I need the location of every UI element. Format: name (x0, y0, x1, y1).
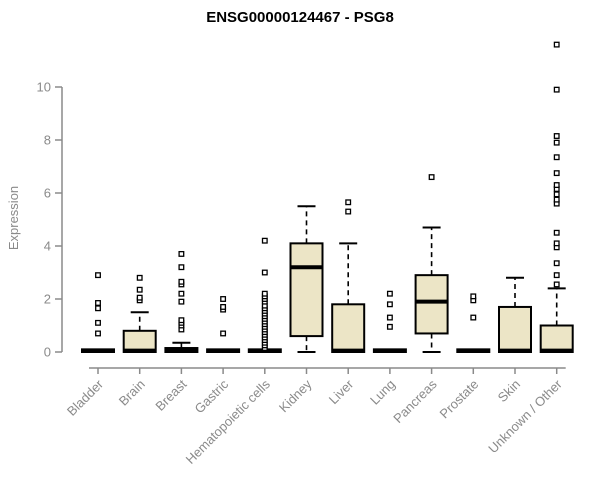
x-category-label: Brain (116, 377, 148, 409)
outlier-point (386, 301, 393, 308)
x-category-label: Lung (367, 377, 398, 408)
outlier-point (95, 272, 101, 279)
outlier-point (386, 314, 393, 321)
outlier-point (220, 330, 227, 337)
y-tick-label: 6 (44, 186, 51, 201)
outlier-point (178, 278, 185, 285)
outlier-point (553, 170, 560, 177)
outlier-point (220, 296, 227, 302)
outlier-point (553, 260, 560, 267)
y-tick-label: 8 (44, 133, 51, 148)
y-axis-title: Expression (6, 186, 21, 250)
outlier-point (386, 290, 393, 297)
outlier-point (95, 300, 101, 306)
boxplot-bladder (81, 272, 115, 354)
x-category-label: Bladder (64, 376, 107, 419)
box-iqr (289, 242, 324, 338)
x-category-label: Prostate (437, 377, 482, 422)
box-iqr (498, 305, 532, 354)
boxplot-breast (164, 250, 199, 353)
box-iqr (331, 303, 366, 353)
outlier-point (95, 319, 101, 326)
y-tick-label: 4 (44, 239, 51, 254)
outlier-point (261, 237, 268, 244)
outlier-point (553, 196, 560, 203)
x-category-label: Breast (152, 376, 189, 413)
boxplot-gastric (206, 296, 241, 354)
outlier-point (553, 182, 560, 188)
outlier-point (553, 281, 560, 288)
boxplot-brain (122, 274, 157, 353)
outlier-point (178, 298, 185, 305)
x-category-label: Unknown / Other (485, 376, 565, 456)
outlier-point (345, 208, 352, 215)
chart-title: ENSG00000124467 - PSG8 (206, 9, 394, 26)
outlier-point (470, 314, 477, 321)
x-category-label: Kidney (276, 376, 315, 415)
boxplot-skin (498, 276, 532, 354)
y-tick-label: 2 (44, 292, 51, 307)
boxplot-kidney (289, 205, 324, 353)
outlier-point (553, 229, 560, 236)
outlier-point (553, 154, 560, 161)
x-category-label: Liver (326, 376, 357, 407)
outlier-point (345, 199, 352, 206)
box-iqr (539, 324, 574, 353)
outlier-point (553, 240, 560, 247)
outlier-point (178, 264, 185, 271)
outlier-point (553, 272, 560, 279)
outlier-point (470, 293, 477, 300)
outlier-point (261, 290, 268, 297)
outlier-point (553, 191, 560, 198)
outlier-point (220, 303, 227, 310)
outlier-point (428, 174, 435, 181)
x-category-label: Skin (495, 377, 523, 405)
outlier-point (178, 250, 185, 257)
boxplot-unknown-other (539, 41, 574, 353)
outlier-point (553, 139, 560, 146)
outlier-point (178, 317, 185, 324)
outlier-point (553, 41, 560, 48)
outlier-point (95, 330, 101, 337)
outlier-point (136, 286, 143, 293)
outlier-point (95, 305, 101, 312)
outlier-point (261, 269, 268, 276)
outlier-point (136, 274, 143, 281)
outlier-point (553, 133, 560, 139)
x-category-label: Gastric (192, 376, 232, 416)
outlier-point (553, 86, 560, 93)
y-tick-label: 10 (37, 80, 51, 95)
boxplot-lung (372, 290, 407, 354)
boxplot-hematopoietic-cells (247, 237, 282, 354)
outlier-point (386, 323, 393, 330)
boxplot-pancreas (414, 174, 449, 353)
boxplot-prostate (456, 293, 491, 354)
box-iqr (414, 274, 449, 335)
boxplot-liver (331, 199, 366, 353)
y-tick-label: 0 (44, 345, 51, 360)
outlier-point (178, 290, 185, 297)
outlier-point (136, 294, 143, 301)
x-category-label: Pancreas (390, 376, 440, 426)
